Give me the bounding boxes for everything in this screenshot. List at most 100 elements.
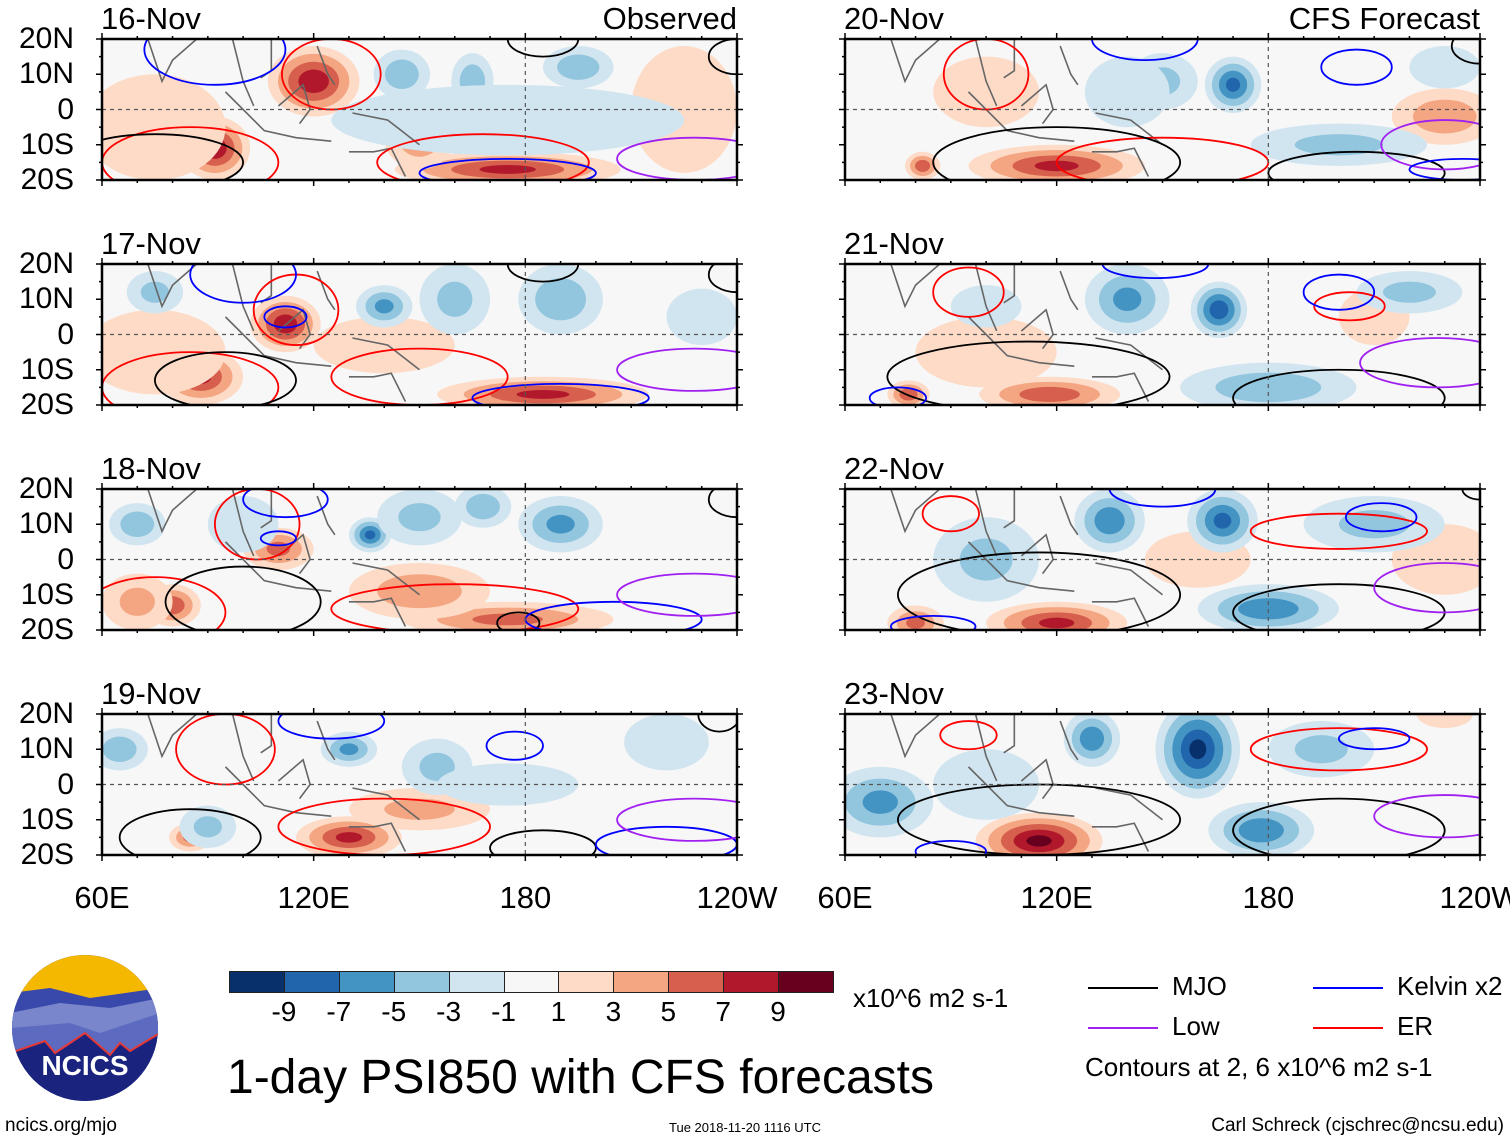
wave-contour xyxy=(330,347,509,405)
colorbar-label: -3 xyxy=(436,996,462,1027)
colorbar-swatch xyxy=(338,971,395,993)
psi-anomaly-shading xyxy=(437,281,473,317)
wave-contour xyxy=(616,797,737,842)
wave-contour xyxy=(102,133,244,180)
colorbar-swatch xyxy=(558,971,615,993)
wave-contour xyxy=(506,39,580,58)
map-panel xyxy=(839,258,1486,411)
psi-anomaly-shading xyxy=(331,84,685,156)
lat-label: 10S xyxy=(20,127,74,161)
map-panel xyxy=(839,33,1486,186)
lat-label: 20N xyxy=(18,247,74,280)
lat-label: 0 xyxy=(57,92,74,126)
wave-contour xyxy=(263,305,308,329)
wave-contour xyxy=(277,797,491,855)
psi-anomaly-shading xyxy=(377,574,462,609)
wave-contour xyxy=(868,386,928,405)
map-panel xyxy=(96,483,743,636)
lat-label: 0 xyxy=(57,542,74,576)
colorbar-swatch xyxy=(668,971,725,993)
wave-contour xyxy=(889,615,977,630)
lat-label: 20S xyxy=(20,388,74,421)
lat-label: 10N xyxy=(18,507,74,541)
wave-contour xyxy=(242,489,329,519)
colorbar-label: -9 xyxy=(271,996,297,1027)
wave-contour xyxy=(418,157,597,180)
wave-contour xyxy=(1345,502,1418,533)
psi-anomaly-shading xyxy=(1416,714,1473,729)
psi-anomaly-shading xyxy=(466,493,500,520)
psi-anomaly-shading xyxy=(1026,835,1052,847)
psi-anomaly-shading xyxy=(193,816,222,838)
psi-anomaly-shading xyxy=(437,763,579,806)
colorbar-label: 1 xyxy=(550,996,567,1027)
psi-anomaly-shading xyxy=(1019,386,1080,402)
wave-contour xyxy=(1373,562,1480,614)
wave-contour xyxy=(1108,489,1217,508)
psi-anomaly-shading xyxy=(102,74,226,180)
psi-anomaly-shading xyxy=(120,511,155,537)
psi-anomaly-shading xyxy=(374,299,394,314)
psi-anomaly-shading xyxy=(1079,726,1105,751)
legend-line-kelvin xyxy=(1313,987,1383,989)
psi-anomaly-shading xyxy=(335,832,363,843)
wave-contour xyxy=(616,347,737,392)
legend-label: Kelvin x2 xyxy=(1397,971,1503,1001)
colorbar-units: x10^6 m2 s-1 xyxy=(853,983,1009,1013)
wave-contour xyxy=(1302,273,1376,311)
psi-anomaly-shading xyxy=(1189,739,1207,760)
coastline xyxy=(147,264,420,402)
wave-contour xyxy=(102,126,280,180)
psi-anomaly-shading xyxy=(479,165,536,174)
lat-label: 10N xyxy=(18,57,74,91)
psi-anomaly-shading xyxy=(624,714,709,771)
psi-anomaly-shading xyxy=(119,587,155,616)
psi-anomaly-shading xyxy=(384,59,419,90)
wave-contour xyxy=(1249,727,1428,772)
wave-contour xyxy=(616,572,737,617)
psi-anomaly-shading xyxy=(364,530,376,540)
wave-contour xyxy=(1249,512,1428,550)
lat-label: 10N xyxy=(18,282,74,316)
lat-label: 10S xyxy=(20,352,74,386)
psi-anomaly-shading xyxy=(631,46,737,173)
psi-anomaly-shading xyxy=(906,617,925,629)
coastline xyxy=(890,264,1163,402)
psi-anomaly-shading xyxy=(915,316,1057,388)
coastline xyxy=(890,714,1163,852)
lon-label: 180 xyxy=(499,880,552,915)
panel-date: 18-Nov xyxy=(101,451,201,486)
colorbar-label: -5 xyxy=(381,996,407,1027)
lon-label: 180 xyxy=(1242,880,1295,915)
wave-contour xyxy=(1320,48,1393,86)
coastline xyxy=(147,489,420,627)
wave-contour xyxy=(1091,39,1199,62)
legend-label: MJO xyxy=(1172,971,1227,1001)
colorbar-label: 9 xyxy=(770,996,786,1027)
psi-anomaly-shading xyxy=(862,790,898,814)
legend-note: Contours at 2, 6 x10^6 m2 s-1 xyxy=(1085,1052,1433,1082)
footer-author: Carl Schreck (cjschrec@ncsu.edu) xyxy=(1211,1115,1504,1136)
ncics-logo: NCICS xyxy=(12,955,158,1101)
lat-label: 10S xyxy=(20,577,74,611)
lat-label: 20S xyxy=(20,163,74,196)
legend-label: ER xyxy=(1397,1011,1434,1041)
coastline xyxy=(147,714,420,852)
psi-anomaly-shading xyxy=(1094,507,1125,535)
wave-contour xyxy=(921,495,980,533)
lat-label: 20N xyxy=(18,22,74,55)
psi-anomaly-shading xyxy=(102,736,137,762)
wave-contour xyxy=(1408,157,1480,180)
wave-contour xyxy=(143,39,287,86)
wave-contour xyxy=(330,583,580,630)
wave-contour xyxy=(1267,150,1446,180)
wave-contour xyxy=(471,382,650,405)
panel-date: 22-Nov xyxy=(844,451,944,486)
coastline xyxy=(890,39,1163,177)
psi-anomaly-shading xyxy=(1412,99,1477,134)
wave-contour xyxy=(886,340,1171,405)
psi-anomaly-shading xyxy=(516,390,570,399)
lat-label: 0 xyxy=(57,317,74,351)
lon-label: 120E xyxy=(277,880,350,915)
